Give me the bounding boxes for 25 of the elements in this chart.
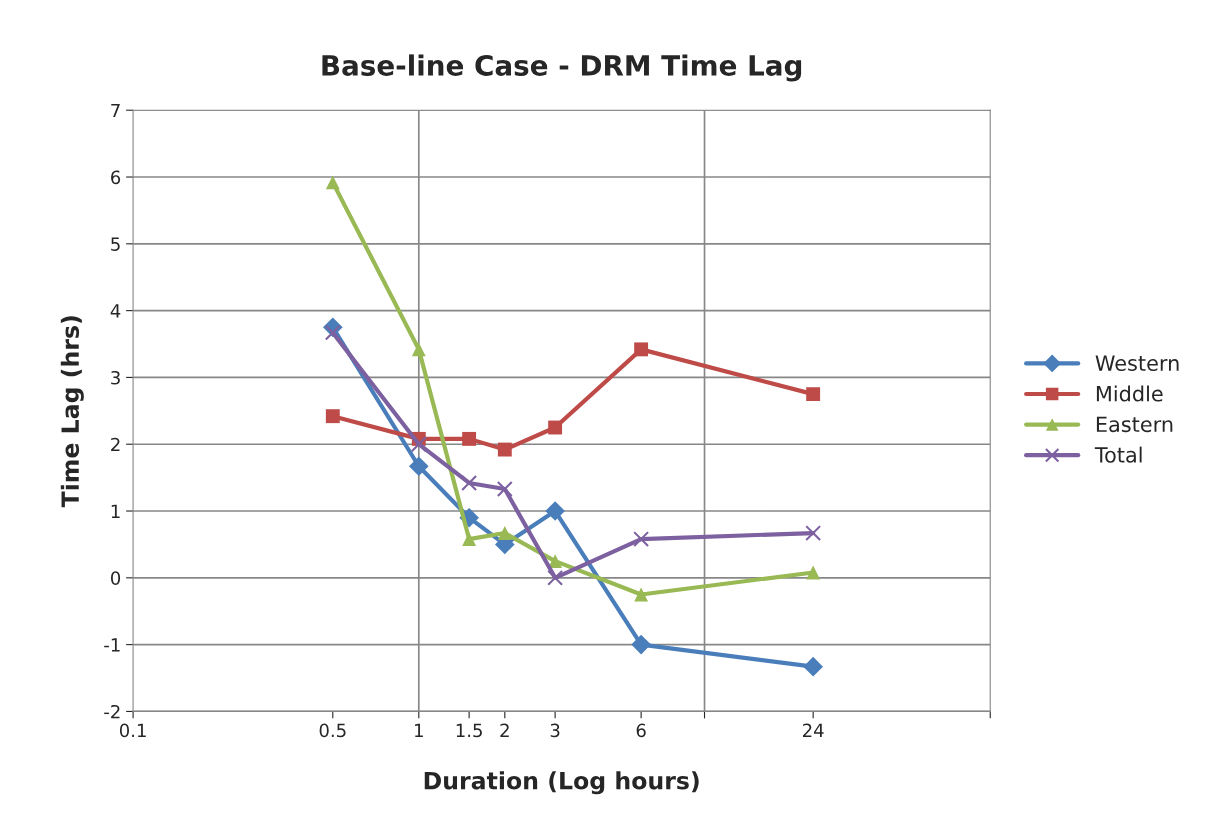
legend-label: Middle bbox=[1096, 385, 1163, 402]
y-tick-label: -2 bbox=[104, 704, 120, 719]
x-tick-label: 1 bbox=[415, 723, 423, 737]
x-tick-label: 3 bbox=[550, 723, 560, 738]
y-axis-title: Time Lag (hrs) bbox=[60, 316, 84, 508]
chart-title: Base-line Case - DRM Time Lag bbox=[322, 54, 802, 82]
x-tick-label: 0.5 bbox=[319, 723, 346, 738]
y-tick-label: 6 bbox=[111, 170, 121, 185]
y-tick-label: 3 bbox=[111, 370, 120, 385]
y-tick-label: 5 bbox=[111, 237, 120, 251]
x-tick-label: 24 bbox=[802, 723, 824, 737]
y-tick-label: 1 bbox=[111, 504, 120, 518]
legend-label: Eastern bbox=[1096, 416, 1173, 433]
x-tick-label: 0.1 bbox=[119, 723, 146, 738]
y-tick-label: -1 bbox=[104, 638, 120, 652]
x-tick-label: 1.5 bbox=[456, 723, 482, 738]
y-tick-label: 7 bbox=[111, 103, 120, 118]
x-axis-title: Duration (Log hours) bbox=[424, 771, 699, 795]
y-tick-label: 4 bbox=[110, 304, 121, 318]
legend-label: Western bbox=[1095, 355, 1179, 371]
x-tick-label: 6 bbox=[636, 723, 646, 738]
y-tick-label: 2 bbox=[111, 437, 120, 452]
legend-label: Total bbox=[1094, 446, 1142, 463]
x-tick-label: 2 bbox=[500, 723, 509, 737]
y-tick-label: 0 bbox=[110, 571, 121, 585]
